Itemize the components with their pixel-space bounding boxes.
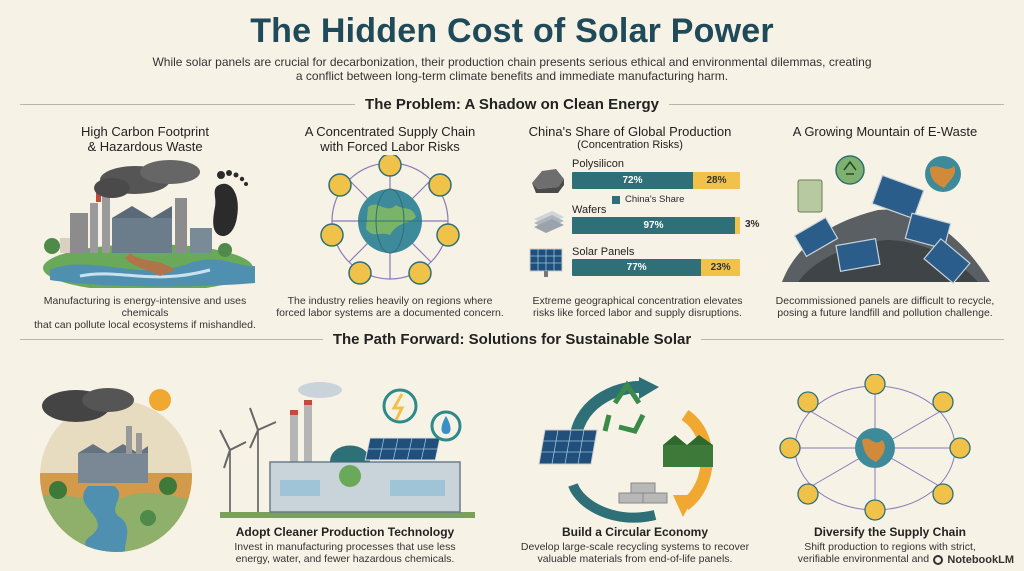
carbon-footprint-title: High Carbon Footprint & Hazardous Waste <box>81 124 209 154</box>
circular-economy-desc: Develop large-scale recycling systems to… <box>520 541 750 565</box>
recycle-icon-large <box>602 380 646 434</box>
chart-bar-china-solar-panels: 77% <box>572 259 702 276</box>
chart-legend-swatch <box>612 195 620 204</box>
problem-heading-text: The Problem: A Shadow on Clean Energy <box>355 96 669 113</box>
supply-chain-title: A Concentrated Supply Chain with Forced … <box>304 124 476 154</box>
cleaner-production-illustration <box>219 382 475 518</box>
problem-section-heading: The Problem: A Shadow on Clean Energy <box>20 96 1004 113</box>
recycle-bin-icon <box>797 179 823 213</box>
chart-value-rest-wafers: 3% <box>745 219 760 230</box>
recycle-icon <box>835 155 865 185</box>
notebooklm-watermark: NotebookLM <box>929 552 1018 568</box>
solutions-heading-text: The Path Forward: Solutions for Sustaina… <box>322 331 702 348</box>
diversify-supply-chain-title: Diversify the Supply Chain <box>813 525 967 539</box>
cleaner-production-title: Adopt Cleaner Production Technology <box>235 525 455 539</box>
chart-bar-china-wafers: 97% <box>572 217 735 234</box>
chart-category-label-1: Wafers <box>572 204 607 216</box>
page-title: The Hidden Cost of Solar Power <box>250 12 774 50</box>
circular-economy-title: Build a Circular Economy <box>561 525 709 539</box>
chart-legend-label: China's Share <box>625 194 685 205</box>
chart-bar-solar-panels: 77% 23% <box>572 259 740 276</box>
chart-legend: China's Share <box>612 194 684 205</box>
chart-bar-rest-solar-panels: 23% <box>701 259 740 276</box>
factory-pollution-illustration <box>43 160 255 288</box>
carbon-footprint-desc: Manufacturing is energy-intensive and us… <box>34 295 256 331</box>
carbon-footprint-icon <box>213 170 248 237</box>
chart-category-label-2: Solar Panels <box>572 246 635 258</box>
cleaner-production-desc: Invest in manufacturing processes that u… <box>234 541 456 565</box>
chart-bar-china-polysilicon: 72% <box>572 172 693 189</box>
diversified-supply-chain-illustration <box>779 374 971 521</box>
solutions-section-heading: The Path Forward: Solutions for Sustaina… <box>20 331 1004 348</box>
ewaste-desc: Decommissioned panels are difficult to r… <box>775 295 995 319</box>
circular-economy-illustration <box>538 377 713 523</box>
chart-bar-rest-polysilicon: 28% <box>692 172 740 189</box>
chart-bar-polysilicon: 72% 28% <box>572 172 740 189</box>
chart-category-icons <box>529 169 564 277</box>
energy-icon <box>382 388 418 424</box>
ewaste-title: A Growing Mountain of E-Waste <box>792 124 978 139</box>
supply-chain-desc: The industry relies heavily on regions w… <box>276 295 504 319</box>
chart-bar-rest-wafers <box>734 217 740 234</box>
page-subtitle: While solar panels are crucial for decar… <box>152 55 872 83</box>
chart-category-label-0: Polysilicon <box>572 158 624 170</box>
chart-bar-wafers: 97% <box>572 217 740 234</box>
water-icon <box>430 410 462 442</box>
chart-title: China's Share of Global Production (Conc… <box>528 124 732 151</box>
supply-chain-network-illustration <box>320 155 460 285</box>
clean-landscape-illustration <box>40 388 192 552</box>
chart-desc: Extreme geographical concentration eleva… <box>532 295 743 319</box>
notebooklm-label: NotebookLM <box>947 554 1014 566</box>
notebooklm-logo-icon <box>933 555 944 565</box>
ewaste-pile-illustration <box>782 155 990 285</box>
